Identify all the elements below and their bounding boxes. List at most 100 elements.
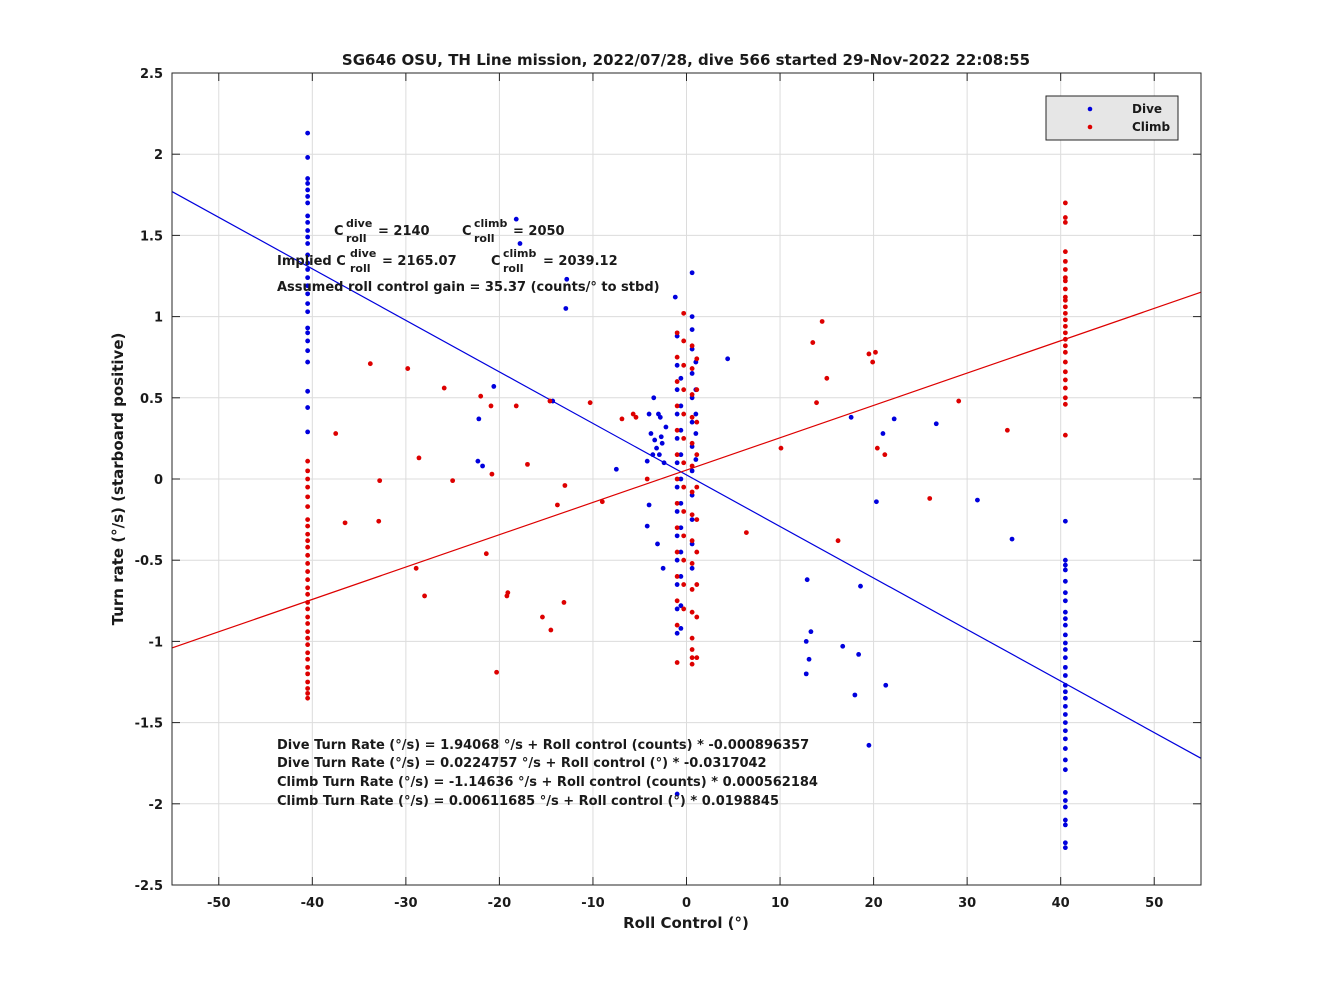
data-point-climb bbox=[689, 609, 695, 615]
data-point-climb bbox=[681, 557, 687, 563]
data-point-climb bbox=[305, 517, 311, 522]
data-point-climb bbox=[681, 582, 687, 587]
data-point-climb bbox=[562, 483, 568, 488]
data-point-climb bbox=[1062, 385, 1068, 391]
data-point-dive bbox=[305, 260, 311, 266]
data-point-climb bbox=[1062, 343, 1068, 349]
data-point-dive bbox=[674, 557, 680, 563]
data-point-dive bbox=[613, 466, 619, 472]
data-point-climb bbox=[689, 538, 695, 544]
implied-dive-sub: roll bbox=[350, 262, 371, 275]
data-point-climb bbox=[689, 655, 695, 661]
data-point-dive bbox=[674, 630, 680, 636]
data-point-climb bbox=[305, 621, 311, 626]
data-point-dive bbox=[305, 359, 311, 365]
data-point-climb bbox=[689, 635, 695, 641]
data-point-climb bbox=[1004, 427, 1010, 433]
data-point-climb bbox=[689, 512, 695, 518]
data-point-climb bbox=[689, 463, 695, 469]
data-point-climb bbox=[450, 478, 456, 484]
data-point-dive bbox=[674, 484, 680, 490]
data-point-climb bbox=[870, 359, 876, 365]
data-point-dive bbox=[678, 403, 684, 409]
data-point-climb bbox=[681, 387, 687, 393]
y-tick-label: 0.5 bbox=[140, 392, 163, 407]
data-point-climb bbox=[1062, 258, 1068, 264]
data-point-dive bbox=[646, 411, 652, 417]
data-point-climb bbox=[824, 375, 830, 381]
data-point-dive bbox=[305, 429, 311, 435]
data-point-dive bbox=[880, 431, 886, 436]
data-point-dive bbox=[1062, 703, 1068, 709]
data-point-climb bbox=[674, 660, 680, 665]
data-point-dive bbox=[840, 643, 846, 649]
data-point-dive bbox=[678, 549, 684, 555]
data-point-climb bbox=[681, 436, 687, 441]
data-point-climb bbox=[1062, 267, 1068, 272]
data-point-dive bbox=[652, 437, 658, 443]
data-point-dive bbox=[1062, 616, 1068, 622]
data-point-climb bbox=[874, 445, 880, 451]
data-point-dive bbox=[480, 463, 485, 469]
data-point-dive bbox=[305, 283, 311, 289]
data-point-dive bbox=[1062, 518, 1068, 524]
data-point-dive bbox=[678, 427, 684, 433]
data-point-dive bbox=[689, 468, 695, 474]
data-point-climb bbox=[305, 504, 311, 510]
data-point-climb bbox=[630, 411, 636, 417]
data-point-climb bbox=[689, 587, 695, 592]
data-point-dive bbox=[689, 314, 695, 319]
x-axis-label: Roll Control (°) bbox=[623, 914, 749, 932]
data-point-dive bbox=[644, 523, 650, 529]
data-point-climb bbox=[333, 431, 339, 436]
data-point-climb bbox=[1062, 377, 1068, 383]
data-point-climb bbox=[835, 538, 841, 544]
data-point-climb bbox=[1062, 330, 1068, 336]
data-point-dive bbox=[1062, 817, 1068, 823]
data-point-dive bbox=[674, 533, 680, 539]
axis-ticks: -50 -40 -30 -20 -10 0 10 20 30 40 50-2.5-2-1.5-1-0… bbox=[135, 67, 1201, 911]
implied-dive-value: = 2165.07 bbox=[382, 254, 457, 269]
data-point-climb bbox=[1062, 432, 1068, 438]
y-tick-label: 0 bbox=[154, 473, 163, 488]
implied-climb-sub: roll bbox=[503, 262, 524, 275]
data-point-climb bbox=[478, 393, 484, 399]
data-point-climb bbox=[555, 502, 560, 508]
data-point-dive bbox=[305, 338, 311, 344]
y-tick-label: 2.5 bbox=[140, 67, 163, 82]
data-point-climb bbox=[694, 452, 700, 458]
data-point-climb bbox=[674, 379, 680, 384]
data-point-climb bbox=[674, 403, 680, 409]
data-point-climb bbox=[305, 484, 311, 490]
data-point-climb bbox=[305, 656, 311, 662]
c-roll-climb-sup: climb bbox=[474, 217, 508, 230]
data-point-climb bbox=[1062, 401, 1068, 407]
data-point-climb bbox=[814, 400, 819, 406]
implied-prefix: Implied C bbox=[277, 254, 346, 269]
data-point-dive bbox=[674, 436, 680, 441]
fit-equations: Dive Turn Rate (°/s) = 1.94068 °/s + Rol… bbox=[277, 738, 818, 809]
data-point-dive bbox=[678, 626, 684, 631]
data-point-dive bbox=[674, 582, 680, 587]
legend-box bbox=[1045, 95, 1179, 141]
data-point-climb bbox=[674, 622, 680, 628]
data-point-climb bbox=[694, 655, 700, 661]
implied-climb-sup: climb bbox=[503, 247, 537, 260]
data-point-climb bbox=[305, 523, 311, 529]
data-point-climb bbox=[376, 518, 382, 524]
data-point-climb bbox=[927, 496, 933, 501]
data-point-dive bbox=[674, 791, 680, 797]
data-point-climb bbox=[441, 385, 447, 391]
data-point-dive bbox=[693, 411, 699, 417]
data-point-climb bbox=[305, 671, 311, 677]
data-point-dive bbox=[678, 452, 684, 458]
data-point-climb bbox=[674, 574, 680, 579]
data-point-climb bbox=[619, 416, 625, 422]
data-point-climb bbox=[694, 517, 700, 522]
data-point-dive bbox=[1062, 632, 1068, 638]
x-tick-label: -10 bbox=[581, 896, 605, 911]
data-point-climb bbox=[305, 650, 311, 656]
data-point-dive bbox=[305, 348, 311, 354]
data-point-climb bbox=[681, 411, 687, 417]
data-point-dive bbox=[661, 460, 667, 466]
